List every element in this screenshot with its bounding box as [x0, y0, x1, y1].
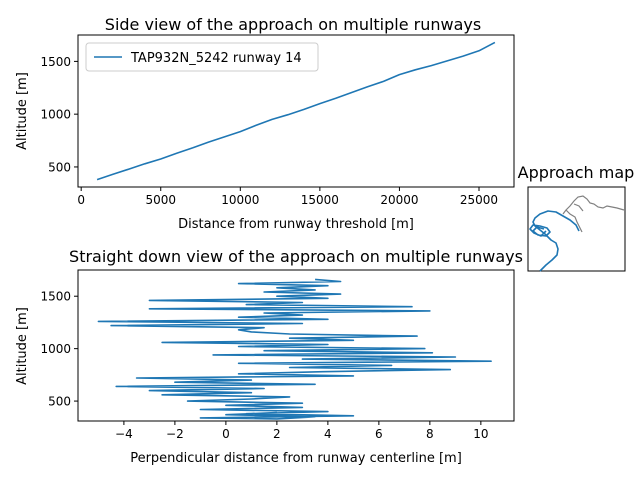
- side-view-y-axis-label: Altitude [m]: [15, 72, 30, 150]
- side-x-tick-label: 5000: [145, 193, 176, 207]
- down-x-tick-label: 6: [375, 427, 383, 441]
- side-x-tick-label: 0: [77, 193, 85, 207]
- side-x-tick-label: 10000: [221, 193, 259, 207]
- approach-track: [529, 210, 580, 272]
- down-series-line-0: [97, 278, 492, 420]
- side-view-title: Side view of the approach on multiple ru…: [105, 15, 481, 34]
- side-y-tick-label: 1000: [40, 108, 71, 122]
- down-x-tick-label: 0: [222, 427, 230, 441]
- side-series-line-0: [96, 41, 496, 181]
- down-x-tick-label: −2: [166, 427, 184, 441]
- side-y-tick-label: 1500: [40, 55, 71, 69]
- down-view-series: [97, 278, 492, 420]
- down-y-tick-label: 1000: [40, 342, 71, 356]
- down-y-tick-label: 1500: [40, 290, 71, 304]
- approach-map-frame: [527, 186, 626, 272]
- side-view-series: [96, 41, 496, 181]
- side-x-tick-label: 25000: [460, 193, 498, 207]
- legend-label: TAP932N_5242 runway 14: [130, 51, 302, 66]
- down-x-tick-label: −4: [115, 427, 133, 441]
- down-view-y-ticks: 500 1000 1500: [40, 290, 78, 409]
- side-y-tick-label: 500: [48, 160, 71, 174]
- down-view-chart: Straight down view of the approach on mu…: [15, 247, 523, 466]
- down-x-tick-label: 10: [473, 427, 488, 441]
- coastline-shape: [562, 195, 625, 233]
- legend-frame: [85, 42, 319, 72]
- down-x-tick-label: 4: [324, 427, 332, 441]
- approach-map: Approach map: [518, 163, 635, 272]
- side-view-legend: TAP932N_5242 runway 14: [85, 42, 319, 72]
- side-view-x-axis-label: Distance from runway threshold [m]: [178, 217, 414, 232]
- down-view-x-ticks: −4 −2 0 2 4 6 8 10: [115, 421, 488, 441]
- down-y-tick-label: 500: [48, 395, 71, 409]
- side-view-x-ticks: 0 5000 10000 15000 20000 25000: [77, 187, 498, 207]
- down-view-title: Straight down view of the approach on mu…: [69, 247, 523, 266]
- down-x-tick-label: 8: [426, 427, 434, 441]
- side-view-chart: Side view of the approach on multiple ru…: [15, 15, 515, 232]
- down-x-tick-label: 2: [273, 427, 281, 441]
- side-x-tick-label: 15000: [301, 193, 339, 207]
- side-view-y-ticks: 500 1000 1500: [40, 55, 78, 174]
- approach-map-title: Approach map: [518, 163, 635, 182]
- side-x-tick-label: 20000: [380, 193, 418, 207]
- down-view-y-axis-label: Altitude [m]: [15, 307, 30, 385]
- down-view-x-axis-label: Perpendicular distance from runway cente…: [130, 451, 462, 466]
